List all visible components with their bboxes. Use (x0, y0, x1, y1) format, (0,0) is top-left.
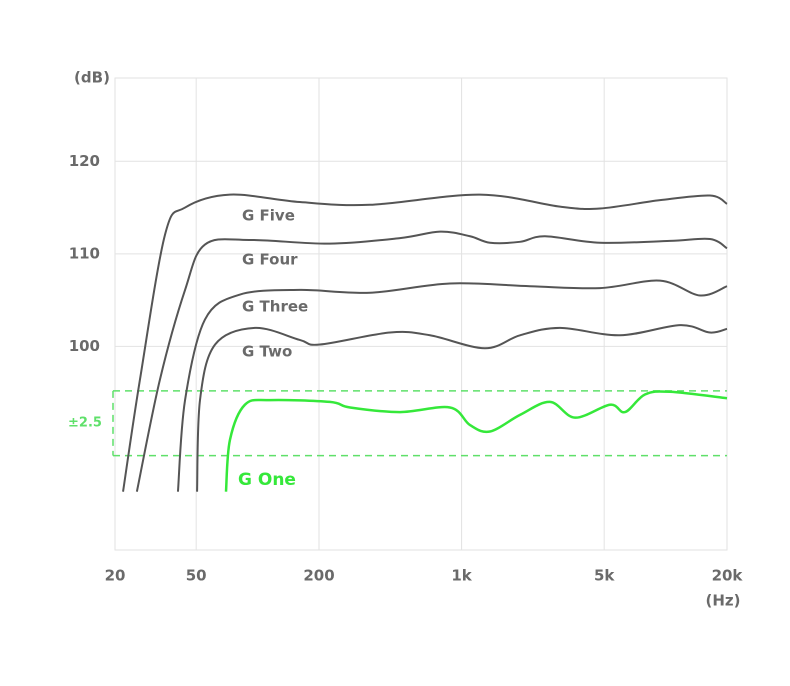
y-tick-label: 100 (69, 337, 100, 355)
series-line (224, 390, 728, 492)
y-axis-label: (dB) (74, 69, 110, 87)
series-label: G Four (242, 251, 298, 269)
x-tick-label: 5k (594, 567, 615, 585)
y-tick-label: 110 (69, 244, 100, 262)
series-label: G Two (242, 343, 292, 361)
x-tick-label: 20 (105, 567, 126, 585)
x-tick-label: 200 (303, 567, 334, 585)
series-line (122, 193, 728, 492)
plot-frame (114, 77, 728, 551)
y-tick-label: 120 (69, 152, 100, 170)
band-label: ±2.5 (68, 416, 102, 431)
x-tick-label: 1k (451, 567, 472, 585)
series-line (176, 279, 728, 492)
series-label: G Five (242, 207, 295, 225)
x-tick-label: 50 (186, 567, 207, 585)
series-label: G One (238, 470, 296, 490)
series-line (135, 230, 728, 492)
series-label: G Three (242, 298, 308, 316)
x-tick-label: 20k (712, 567, 744, 585)
series-line (196, 324, 728, 492)
x-axis-label: (Hz) (706, 592, 741, 610)
